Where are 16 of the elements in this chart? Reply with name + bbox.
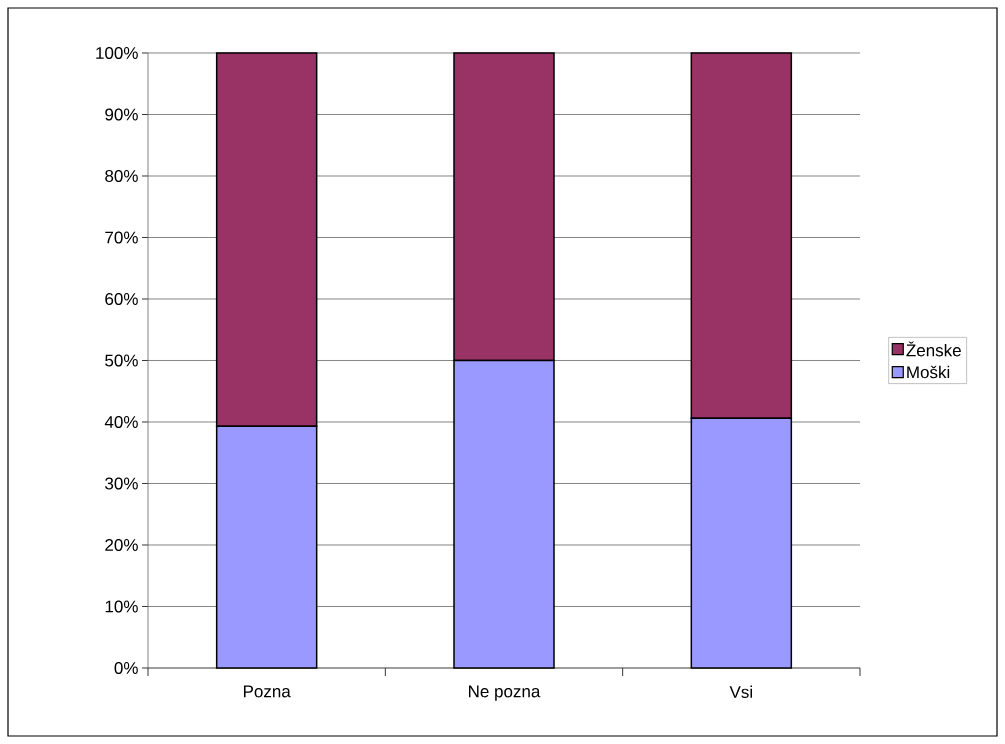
x-tick-label: Ne pozna — [469, 685, 541, 701]
y-tick-label: 60% — [105, 292, 138, 306]
y-tick-label: 90% — [105, 108, 138, 121]
y-tick-label: 50% — [105, 354, 138, 367]
y-tick-label: 20% — [105, 538, 138, 552]
y-tick-label: 40% — [104, 415, 138, 429]
x-tick-label: Pozna — [243, 685, 291, 698]
x-tick-label: Vsi — [729, 685, 752, 699]
legend-label: Moški — [907, 365, 950, 379]
y-tick-label: 100% — [96, 46, 138, 60]
y-tick-label: 30% — [105, 477, 138, 490]
y-tick-label: 70% — [105, 231, 138, 244]
y-tick-label: 80% — [105, 169, 138, 183]
y-tick-label: 0% — [114, 661, 138, 675]
y-tick-label: 10% — [105, 600, 138, 613]
legend-label: Ženske — [906, 341, 961, 357]
